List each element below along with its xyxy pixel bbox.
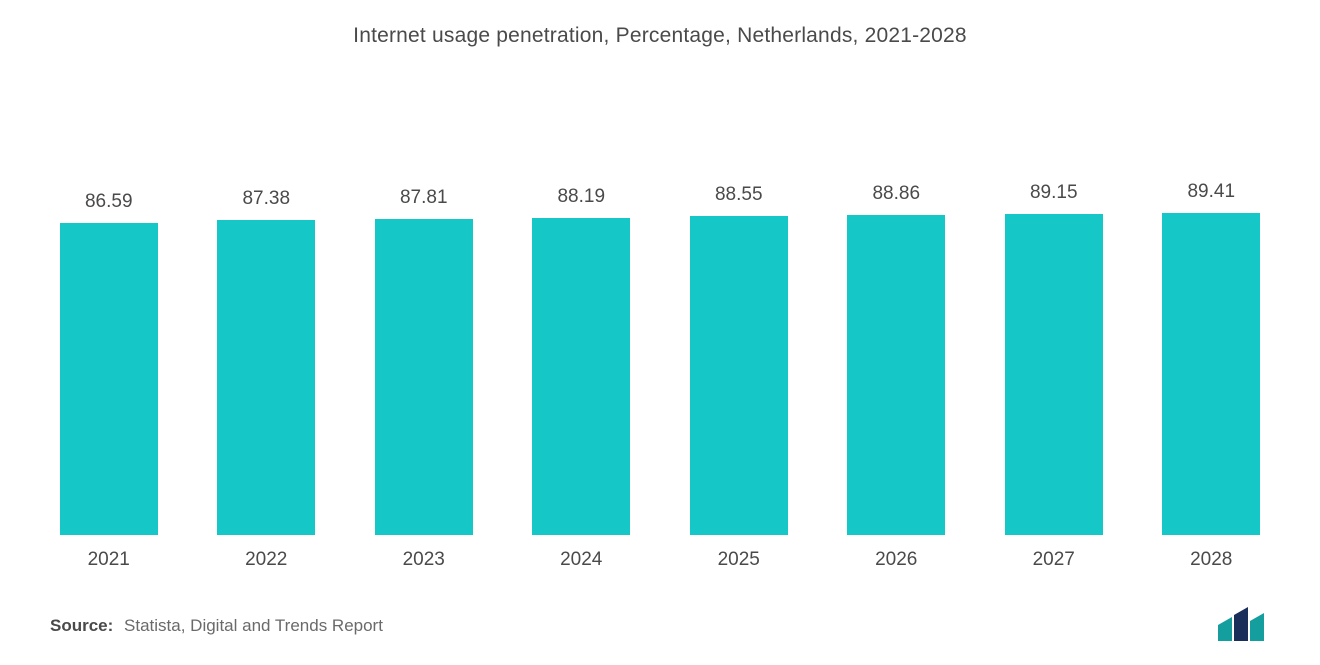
bar-group: 86.59 2021	[30, 138, 188, 571]
bar-group: 89.15 2027	[975, 138, 1133, 571]
source-text: Statista, Digital and Trends Report	[124, 616, 383, 635]
plot-area: 86.59 2021 87.38 2022 87.81 2023 88.19 2024 88.5…	[0, 58, 1320, 571]
bar	[1005, 214, 1103, 535]
bar-category-label: 2022	[245, 549, 287, 571]
source-line: Source: Statista, Digital and Trends Rep…	[50, 616, 383, 636]
bar-value-label: 86.59	[85, 191, 133, 213]
bar-value-label: 87.81	[400, 187, 448, 209]
bar-group: 89.41 2028	[1133, 138, 1291, 571]
chart-container: Internet usage penetration, Percentage, …	[0, 0, 1320, 665]
bar	[1162, 213, 1260, 535]
bar	[690, 216, 788, 535]
chart-title: Internet usage penetration, Percentage, …	[0, 0, 1320, 58]
bar	[375, 219, 473, 535]
bar-category-label: 2023	[403, 549, 445, 571]
bar-group: 88.55 2025	[660, 138, 818, 571]
bar-value-label: 89.41	[1187, 181, 1235, 203]
bar	[532, 218, 630, 535]
bar-category-label: 2028	[1190, 549, 1232, 571]
bar-value-label: 87.38	[242, 188, 290, 210]
bar	[217, 220, 315, 535]
bar	[847, 215, 945, 535]
bar-category-label: 2027	[1033, 549, 1075, 571]
bar-value-label: 89.15	[1030, 182, 1078, 204]
brand-logo-icon	[1212, 607, 1270, 645]
bar-category-label: 2026	[875, 549, 917, 571]
bar-category-label: 2024	[560, 549, 602, 571]
bar-group: 87.38 2022	[188, 138, 346, 571]
bar-group: 87.81 2023	[345, 138, 503, 571]
bar-category-label: 2021	[88, 549, 130, 571]
bar-value-label: 88.55	[715, 184, 763, 206]
bar-group: 88.86 2026	[818, 138, 976, 571]
bar	[60, 223, 158, 535]
bar-value-label: 88.19	[557, 186, 605, 208]
bar-group: 88.19 2024	[503, 138, 661, 571]
source-label: Source:	[50, 616, 113, 635]
chart-footer: Source: Statista, Digital and Trends Rep…	[0, 571, 1320, 665]
bar-value-label: 88.86	[872, 183, 920, 205]
bar-category-label: 2025	[718, 549, 760, 571]
